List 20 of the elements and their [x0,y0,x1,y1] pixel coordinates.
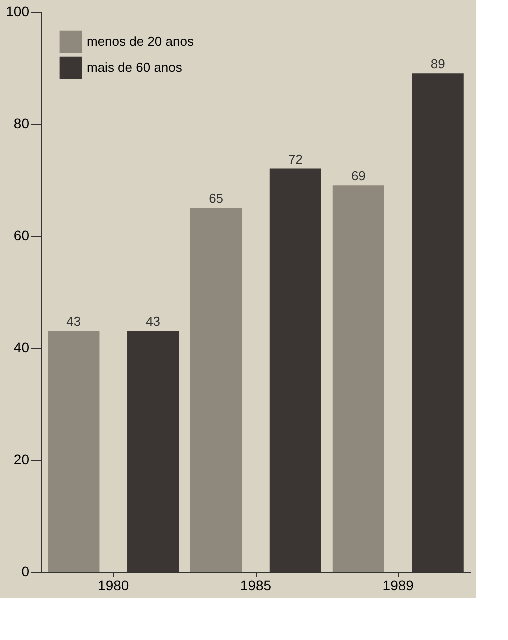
y-tick-label: 100 [6,4,30,20]
data-label: 65 [209,191,224,206]
y-tick-label: 0 [22,564,30,580]
bar [332,186,384,572]
y-tick-label: 80 [14,116,30,132]
data-label: 89 [430,56,446,72]
y-tick-label: 40 [14,340,30,356]
data-label: 72 [288,152,303,167]
legend-label: mais de 60 anos [87,60,183,75]
y-tick-label: 20 [14,452,30,468]
x-tick-label: 1980 [98,578,130,594]
legend-label: menos de 20 anos [87,34,194,49]
x-tick-label: 1985 [240,578,272,594]
bar [48,331,100,572]
data-label: 43 [146,314,161,330]
y-tick-label: 60 [14,228,30,244]
x-tick-label: 1989 [382,578,414,594]
data-label: 69 [351,168,366,184]
data-label: 43 [66,314,82,330]
bar [190,208,242,572]
